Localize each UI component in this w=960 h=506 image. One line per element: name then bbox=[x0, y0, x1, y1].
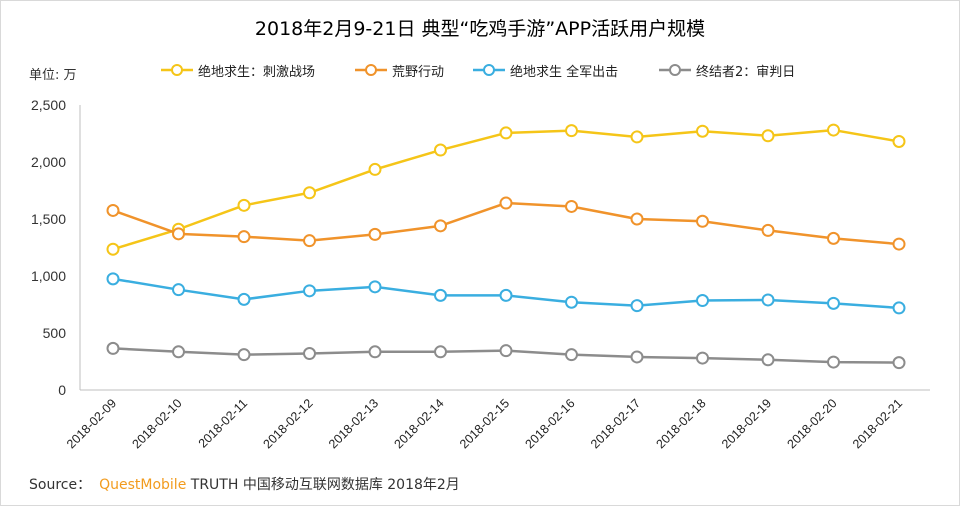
x-tick-label: 2018-02-12 bbox=[261, 396, 316, 451]
data-point-series-3 bbox=[499, 344, 513, 358]
data-point-series-0 bbox=[106, 242, 120, 256]
x-tick-label: 2018-02-19 bbox=[719, 396, 774, 451]
data-point-series-1 bbox=[303, 234, 316, 248]
data-point-series-1 bbox=[172, 227, 185, 241]
data-point-series-1 bbox=[368, 227, 382, 241]
data-point-series-1 bbox=[696, 214, 709, 228]
data-point-series-2 bbox=[172, 283, 185, 297]
y-tick-label: 500 bbox=[43, 325, 67, 341]
source-prefix: Source： bbox=[29, 477, 92, 493]
data-point-series-3 bbox=[696, 351, 709, 365]
x-tick-label: 2018-02-20 bbox=[785, 396, 840, 451]
y-tick-label: 2,500 bbox=[31, 97, 66, 113]
data-point-series-2 bbox=[630, 299, 644, 313]
data-point-series-0 bbox=[237, 198, 251, 212]
data-point-series-0 bbox=[368, 162, 382, 176]
x-tick-label: 2018-02-10 bbox=[130, 396, 185, 451]
source-note: Source： QuestMobile TRUTH 中国移动互联网数据库 2018… bbox=[29, 474, 460, 494]
source-brand: QuestMobile bbox=[99, 477, 187, 493]
data-point-series-1 bbox=[499, 196, 513, 210]
data-point-series-3 bbox=[761, 353, 775, 367]
y-tick-label: 1,000 bbox=[31, 268, 66, 284]
data-point-series-1 bbox=[827, 231, 840, 245]
data-point-series-2 bbox=[106, 272, 120, 286]
data-point-series-0 bbox=[696, 124, 709, 138]
data-point-series-3 bbox=[827, 355, 840, 369]
legend-swatch-series-1 bbox=[355, 64, 387, 76]
data-point-series-1 bbox=[761, 223, 775, 237]
data-point-series-3 bbox=[106, 341, 120, 355]
data-point-series-2 bbox=[303, 284, 316, 298]
data-point-series-0 bbox=[499, 126, 513, 140]
data-point-series-1 bbox=[565, 199, 578, 213]
data-point-series-2 bbox=[761, 293, 775, 307]
chart-title: 2018年2月9-21日 典型“吃鸡手游”APP活跃用户规模 bbox=[254, 18, 706, 40]
data-point-series-3 bbox=[303, 347, 316, 361]
data-point-series-0 bbox=[565, 124, 578, 138]
legend-label-series-1: 荒野行动 bbox=[392, 65, 445, 80]
data-point-series-1 bbox=[237, 230, 251, 244]
x-tick-label: 2018-02-14 bbox=[392, 396, 447, 451]
data-point-series-0 bbox=[303, 186, 316, 200]
x-tick-label: 2018-02-18 bbox=[654, 396, 709, 451]
y-axis-unit-label: 单位: 万 bbox=[29, 68, 77, 83]
data-point-series-3 bbox=[630, 350, 644, 364]
legend-label-series-2: 绝地求生 全军出击 bbox=[510, 65, 619, 80]
data-point-series-3 bbox=[368, 345, 382, 359]
data-point-series-2 bbox=[368, 280, 382, 294]
data-point-series-2 bbox=[565, 295, 578, 309]
legend-swatch-series-0 bbox=[161, 64, 193, 76]
y-tick-label: 1,500 bbox=[31, 211, 66, 227]
data-point-series-2 bbox=[892, 301, 906, 315]
data-point-series-1 bbox=[434, 219, 447, 233]
y-tick-label: 2,000 bbox=[31, 154, 66, 170]
data-point-series-0 bbox=[434, 143, 447, 157]
y-tick-label: 0 bbox=[58, 382, 66, 398]
x-tick-label: 2018-02-21 bbox=[850, 396, 905, 451]
data-point-series-2 bbox=[696, 294, 709, 308]
data-point-series-0 bbox=[827, 123, 840, 137]
data-point-series-1 bbox=[892, 237, 906, 251]
data-point-series-0 bbox=[761, 129, 775, 143]
data-point-series-2 bbox=[434, 288, 447, 302]
x-tick-label: 2018-02-15 bbox=[457, 396, 512, 451]
data-point-series-0 bbox=[892, 134, 906, 148]
data-point-series-3 bbox=[237, 348, 251, 362]
data-point-series-1 bbox=[630, 212, 644, 226]
data-point-series-1 bbox=[106, 203, 120, 217]
legend-label-series-0: 绝地求生：刺激战场 bbox=[198, 65, 316, 80]
x-tick-label: 2018-02-16 bbox=[523, 396, 578, 451]
data-point-series-0 bbox=[630, 130, 644, 144]
legend-swatch-series-2 bbox=[473, 64, 505, 76]
data-point-series-2 bbox=[237, 292, 251, 306]
data-point-series-3 bbox=[565, 348, 578, 362]
data-point-series-3 bbox=[892, 356, 906, 370]
data-point-series-3 bbox=[434, 345, 447, 359]
data-point-series-3 bbox=[172, 345, 185, 359]
data-point-series-2 bbox=[827, 296, 840, 310]
legend-swatch-series-3 bbox=[659, 64, 691, 76]
x-tick-label: 2018-02-17 bbox=[588, 396, 643, 451]
data-point-series-2 bbox=[499, 288, 513, 302]
x-tick-label: 2018-02-13 bbox=[326, 396, 381, 451]
x-tick-label: 2018-02-11 bbox=[196, 396, 250, 450]
source-text: TRUTH 中国移动互联网数据库 2018年2月 bbox=[190, 477, 460, 493]
legend-label-series-3: 终结者2：审判日 bbox=[696, 65, 796, 80]
x-tick-label: 2018-02-09 bbox=[64, 396, 119, 451]
